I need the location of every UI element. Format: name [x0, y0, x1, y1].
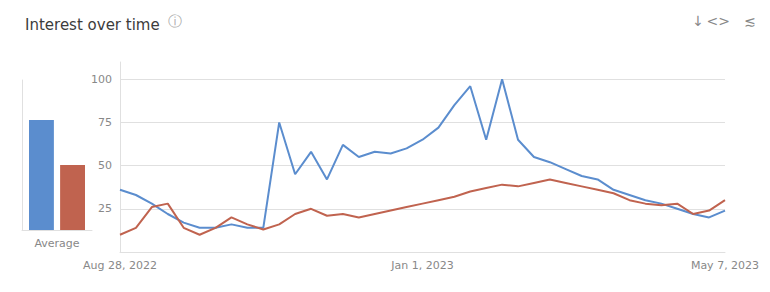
svg-text:100: 100: [91, 73, 112, 86]
svg-text:May 7, 2023: May 7, 2023: [691, 259, 759, 272]
svg-text:<>: <>: [707, 13, 730, 29]
svg-text:Aug 28, 2022: Aug 28, 2022: [83, 259, 157, 272]
svg-text:Average: Average: [34, 237, 79, 250]
svg-text:75: 75: [98, 116, 112, 129]
svg-text:ⓘ: ⓘ: [168, 13, 182, 29]
svg-text:↓: ↓: [692, 13, 704, 29]
svg-text:50: 50: [98, 159, 112, 172]
svg-text:Interest over time: Interest over time: [25, 16, 160, 34]
svg-text:Jan 1, 2023: Jan 1, 2023: [390, 259, 453, 272]
svg-text:≲: ≲: [744, 13, 756, 29]
svg-text:25: 25: [98, 202, 112, 215]
